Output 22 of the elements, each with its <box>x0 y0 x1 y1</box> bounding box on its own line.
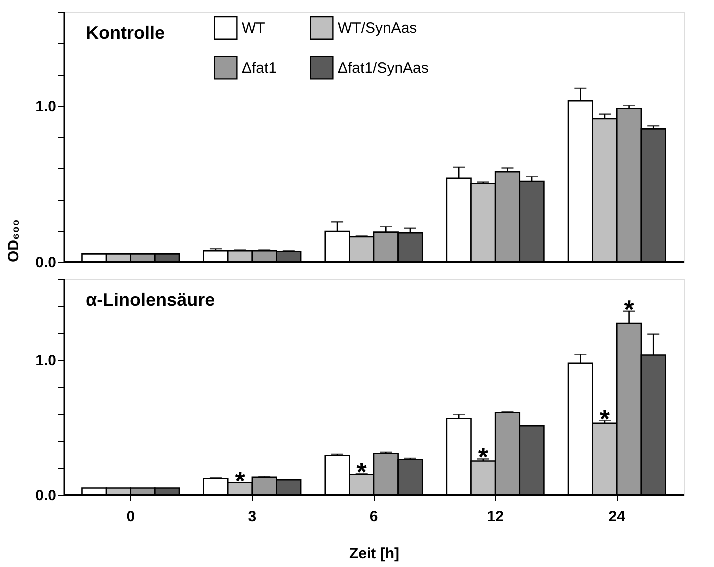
y-axis-title: OD₆₀₀ <box>6 220 23 262</box>
annotation: * <box>235 466 246 496</box>
text: Kontrolle <box>86 23 165 43</box>
x-tick-label: 12 <box>487 508 504 526</box>
x-tick-label: 6 <box>370 508 378 526</box>
legend-label: Δfat1 <box>242 60 278 77</box>
y-tick-label: 0.0 <box>36 488 56 504</box>
x-tick-label: 0 <box>126 508 136 526</box>
y-tick-label: 1.0 <box>36 98 56 116</box>
text: α-Linolensäure <box>86 290 216 310</box>
annotation: * <box>356 457 368 488</box>
annotation: * <box>478 442 490 472</box>
legend-label: WT <box>242 20 266 38</box>
x-axis-title: Zeit [h] <box>350 546 400 562</box>
y-tick-label: 1.0 <box>36 352 56 370</box>
x-tick-label: 24 <box>608 508 626 526</box>
legend-label: Δfat1/SynAas <box>338 60 429 77</box>
annotation: * <box>624 294 636 324</box>
annotation: * <box>600 404 611 434</box>
x-tick-label: 3 <box>248 508 257 526</box>
y-tick-label: 0.0 <box>36 254 56 272</box>
legend-label: WT/SynAas <box>338 20 418 38</box>
